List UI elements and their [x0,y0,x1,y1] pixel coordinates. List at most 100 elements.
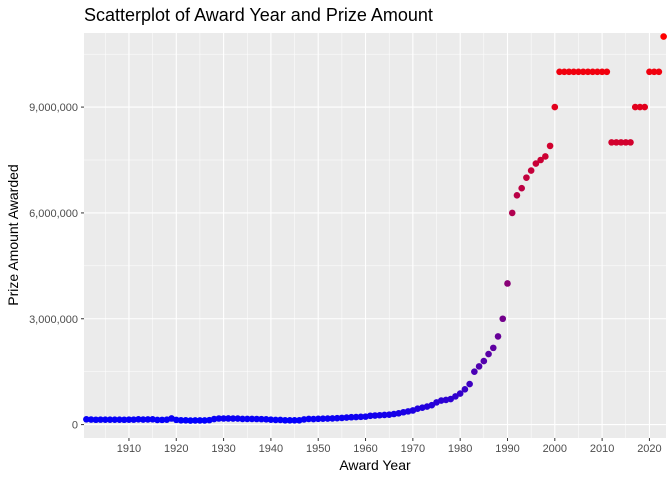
data-point [139,416,147,423]
plot-panel [84,33,666,438]
data-point [348,413,355,421]
data-point [480,357,488,365]
data-point [135,416,142,423]
y-axis-label: Prize Amount Awarded [5,164,21,305]
data-point [319,415,327,422]
data-point [130,416,137,423]
y-tick-label: 3,000,000 [29,314,78,326]
data-point [125,416,133,423]
x-tick-label: 1990 [495,443,519,455]
data-point [291,417,298,424]
data-point [570,68,578,76]
data-point [258,415,265,423]
data-point [508,209,516,217]
data-point [646,68,653,76]
x-tick-label: 1980 [448,443,472,455]
data-point [248,415,256,423]
data-point [177,417,185,424]
x-tick-label: 1960 [353,443,377,455]
data-point [584,68,592,76]
data-point [589,68,596,76]
data-point [513,191,521,199]
x-tick-label: 1930 [211,443,235,455]
data-point [333,414,341,422]
data-point [343,414,350,421]
data-point [598,68,606,76]
data-point [660,33,667,40]
data-point [542,153,549,160]
minor-gridlines [84,33,666,438]
data-point [229,415,237,422]
data-point [579,68,587,76]
data-point [187,417,194,424]
data-point [215,415,223,422]
data-point [617,139,625,146]
data-point [154,416,161,424]
data-point [499,315,507,323]
data-point [537,156,544,164]
x-tick-label: 1950 [306,443,330,455]
data-point [622,139,630,146]
data-point [641,103,649,111]
data-point [475,363,483,370]
data-point [239,415,246,423]
data-point [305,415,313,423]
data-point [485,350,492,358]
y-tick-label: 6,000,000 [29,208,78,220]
data-point [575,68,582,76]
data-point [277,416,284,424]
data-point [357,413,365,421]
data-point [594,68,601,76]
data-point [196,417,204,424]
data-point [381,411,388,419]
x-tick-label: 2010 [590,443,614,455]
data-point [523,174,530,181]
x-tick-label: 2000 [543,443,567,455]
data-point [532,160,540,167]
data-point [504,280,511,287]
data-point [172,416,180,424]
x-tick-label: 1970 [401,443,425,455]
data-point [366,412,374,420]
data-point [225,415,232,422]
data-point [191,417,199,424]
major-gridlines [84,33,666,438]
x-tick-label: 2020 [637,443,661,455]
data-point [116,416,123,423]
data-point [608,139,615,146]
data-point [120,416,128,424]
data-point [627,139,634,146]
x-tick-label: 1910 [117,443,141,455]
data-point [220,415,227,422]
data-point [352,413,360,421]
data-point [494,333,502,340]
data-point [551,103,559,111]
y-axis: 0 3,000,000 6,000,000 9,000,000 [29,102,84,432]
data-point [281,416,289,424]
data-point [518,184,525,192]
data-point [376,411,384,419]
data-point [556,68,563,76]
x-tick-label: 1940 [259,443,283,455]
data-point [87,416,95,423]
data-point [560,68,568,76]
data-point [267,416,275,424]
data-points [83,33,667,424]
data-point [471,368,478,375]
data-point [253,415,261,423]
data-point [636,103,644,111]
data-point [286,417,294,424]
data-point [613,139,620,146]
data-point [234,415,242,422]
data-point [527,167,535,174]
data-point [262,416,270,423]
data-point [603,68,611,76]
data-point [466,380,473,388]
data-point [314,415,322,423]
data-point [144,416,152,423]
data-point [201,417,208,424]
x-axis: 1910 1920 1930 1940 1950 1960 1970 1980 1990 2000… [117,438,662,455]
data-point [489,344,497,352]
y-tick-label: 0 [72,420,78,432]
